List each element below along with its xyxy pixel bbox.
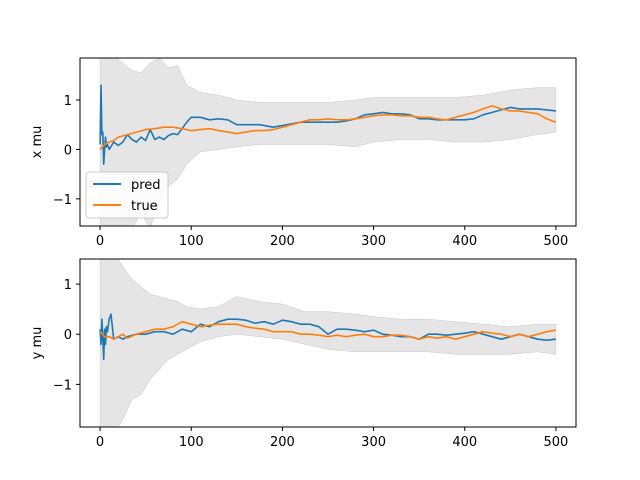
series-line-true xyxy=(99,320,557,341)
legend-label-pred: pred xyxy=(131,178,161,193)
plot-area: 0 100 200 300 400 500 −1 0 1 xyxy=(53,57,577,249)
x-tick-label: 200 xyxy=(270,435,295,450)
axes-frame xyxy=(79,258,577,428)
uncertainty-band xyxy=(99,259,557,427)
y-tick-label: 0 xyxy=(64,143,72,158)
x-tick-label: 400 xyxy=(452,234,477,249)
y-tick-label: 0 xyxy=(64,328,72,343)
subplot-y-mu: 0 100 200 300 400 500 −1 0 1 y mu xyxy=(30,258,577,450)
uncertainty-band xyxy=(99,58,557,226)
x-tick-label: 400 xyxy=(452,435,477,450)
x-tick-label: 100 xyxy=(179,435,204,450)
x-tick-label: 500 xyxy=(544,435,569,450)
plot-content xyxy=(99,259,557,427)
plot-area: 0 100 200 300 400 500 −1 0 1 xyxy=(53,258,577,450)
legend-label-true: true xyxy=(131,199,158,214)
x-tick-label: 500 xyxy=(544,234,569,249)
x-tick-label: 0 xyxy=(96,234,104,249)
legend: pred true xyxy=(85,171,169,219)
subplot-x-mu: 0 100 200 300 400 500 −1 0 1 x mu pred true xyxy=(30,57,577,249)
y-tick-label: 1 xyxy=(64,278,72,293)
y-tick-label: −1 xyxy=(53,378,72,393)
y-axis-label: y mu xyxy=(30,327,45,360)
y-axis-label: x mu xyxy=(30,126,45,159)
x-tick-label: 300 xyxy=(361,234,386,249)
series-line-true xyxy=(99,105,557,150)
series-line-pred xyxy=(99,313,556,361)
series-line-pred xyxy=(99,84,556,165)
x-tick-label: 300 xyxy=(361,435,386,450)
x-tick-label: 0 xyxy=(96,435,104,450)
x-tick-label: 200 xyxy=(270,234,295,249)
y-tick-label: 1 xyxy=(64,94,72,109)
y-tick-label: −1 xyxy=(53,193,72,208)
plot-content xyxy=(99,58,557,226)
axes-frame xyxy=(79,57,577,227)
x-tick-label: 100 xyxy=(179,234,204,249)
